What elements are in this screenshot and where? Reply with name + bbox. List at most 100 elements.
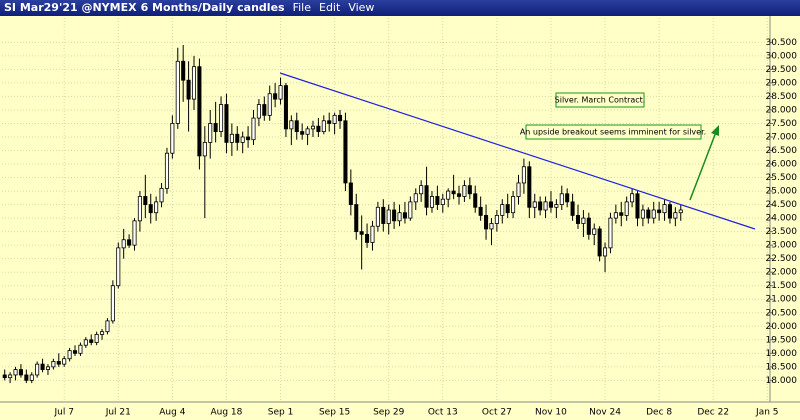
candle-body [359,231,364,235]
candle-body [532,201,537,208]
candle-body [429,196,434,208]
candle-body [283,85,288,130]
candle-body [348,182,353,205]
candle-body [386,209,391,224]
candle-body [251,117,256,141]
y-tick-label: 27.000 [766,132,798,142]
x-tick-label: Sep 29 [373,408,405,418]
candle-body [154,201,159,214]
candle-body [435,196,440,205]
candle-body [402,212,407,219]
candle-body [143,196,148,205]
x-tick-label: Nov 10 [535,408,567,418]
candle-body [2,374,7,379]
candle-body [592,228,597,235]
y-tick-label: 21.500 [766,281,798,291]
candle-body [554,204,559,208]
menu-item[interactable]: Edit [319,1,341,14]
y-tick-label: 24.500 [766,200,798,210]
candle-body [110,285,115,322]
candle-body [613,212,618,219]
y-tick-label: 23.500 [766,227,798,237]
candle-body [256,104,261,119]
candle-body [635,193,640,219]
candle-body [175,60,180,124]
x-tick-label: Jan 5 [755,408,778,418]
y-tick-label: 30.500 [766,38,798,48]
candle-body [51,361,56,368]
candle-body [29,374,34,381]
candle-body [640,209,645,219]
y-tick-label: 24.000 [766,214,798,224]
candle-body [494,215,499,224]
candle-body [105,320,110,333]
candle-body [451,190,456,195]
candle-body [327,120,332,124]
x-tick-label: Oct 13 [428,408,458,418]
candle-body [278,85,283,100]
y-tick-label: 30.000 [766,51,798,61]
x-tick-label: Aug 18 [211,408,243,418]
candle-body [408,201,413,219]
menu-item[interactable]: File [292,1,311,14]
candle-body [370,225,375,243]
candle-body [446,190,451,200]
candle-body [548,201,553,208]
y-tick-label: 27.500 [766,119,798,129]
candle-body [164,152,169,189]
candle-body [186,79,191,100]
candle-body [338,114,343,122]
candle-body [127,239,132,246]
candle-body [375,206,380,227]
y-tick-label: 19.500 [766,335,798,345]
candle-body [197,66,202,157]
candle-body [321,120,326,132]
menu-item[interactable]: View [348,1,375,14]
period[interactable]: 6 Months/Daily candles [140,1,285,14]
x-tick-label: Dec 22 [697,408,729,418]
candle-body [116,247,121,287]
candle-body [202,141,207,157]
candle-body [419,185,424,195]
annotation-box [525,124,702,140]
candle-body [132,220,137,246]
candle-body [381,206,386,224]
candle-body [181,60,186,81]
candle-body [673,212,678,219]
candle-body [397,212,402,222]
y-tick-label: 18.500 [766,362,798,372]
candle-body [332,114,337,124]
candle-body [500,204,505,216]
annotation: Silver. March Contract. [555,96,646,105]
candle-body [511,196,516,214]
candle-body [273,93,278,100]
candle-body [581,217,586,224]
candle-body [289,120,294,130]
arrow-head [711,125,719,136]
x-tick-label: Aug 4 [159,408,185,418]
y-tick-label: 21.000 [766,295,798,305]
candle-body [603,247,608,257]
candle-body [608,217,613,249]
candle-body [456,193,462,197]
candle-body [462,185,467,197]
y-tick-label: 28.000 [766,105,798,115]
candle-body [246,136,251,141]
candle-body [45,366,50,370]
candle-body [240,136,245,143]
candle-body [570,201,575,216]
y-tick-label: 29.000 [766,78,798,88]
candle-body [521,166,526,184]
annotation-box [555,92,645,108]
y-tick-label: 28.500 [766,92,798,102]
candle-body [67,350,72,360]
candle-body [473,193,478,208]
symbol[interactable]: SI Mar29'21 @NYMEX [4,1,137,14]
candle-body [538,201,543,211]
candle-body [565,193,570,203]
candle-body [78,344,83,354]
candle-body [170,123,175,154]
candle-body [662,204,667,214]
y-tick-label: 20.000 [766,322,798,332]
candle-body [8,374,13,379]
